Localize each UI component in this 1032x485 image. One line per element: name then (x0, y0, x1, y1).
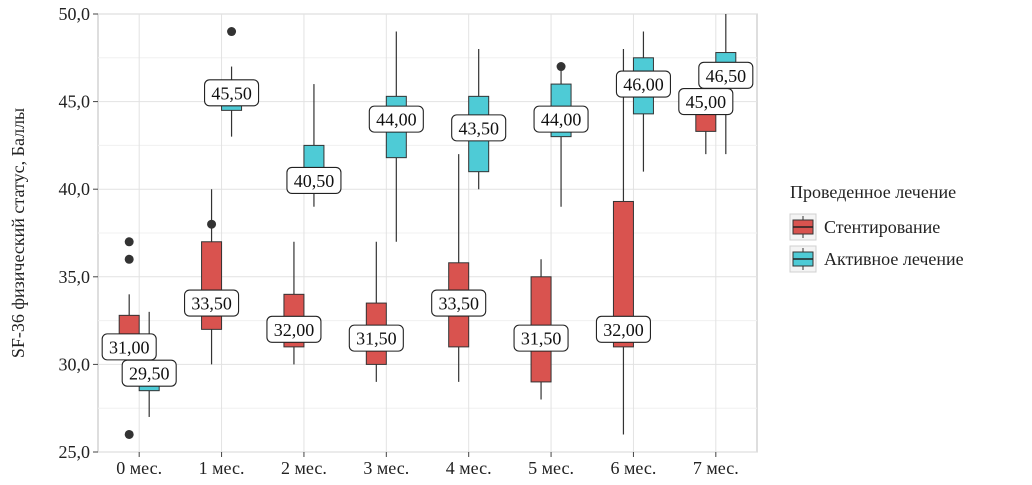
median-label: 31,00 (101, 333, 157, 361)
y-tick-label: 30,0 (59, 354, 91, 374)
median-label: 44,00 (368, 105, 424, 133)
outlier-point (124, 237, 134, 247)
legend-title: Проведенное лечение (790, 182, 956, 202)
median-label-box (286, 166, 342, 194)
median-label-text: 44,00 (541, 110, 582, 130)
median-label-text: 29,50 (129, 364, 170, 384)
median-label: 45,50 (204, 79, 260, 107)
median-label-text: 44,00 (376, 110, 417, 130)
x-tick-label: 3 мес. (363, 458, 409, 478)
median-label-box (431, 289, 487, 317)
legend-item-active: Активное лечение (789, 245, 964, 273)
y-tick-label: 35,0 (59, 267, 91, 287)
median-label: 33,50 (184, 289, 240, 317)
x-tick-label: 1 мес. (199, 458, 245, 478)
median-label: 43,50 (451, 114, 507, 142)
median-label-box (348, 324, 404, 352)
median-label-text: 33,50 (438, 294, 479, 314)
median-label: 31,50 (513, 324, 569, 352)
legend-label: Стентирование (824, 217, 940, 237)
x-tick-label: 0 мес. (116, 458, 162, 478)
median-label-text: 33,50 (191, 294, 232, 314)
median-label-box (533, 105, 589, 133)
median-label: 32,00 (266, 315, 322, 343)
median-label-text: 43,50 (458, 118, 499, 138)
median-label: 40,50 (286, 166, 342, 194)
median-label: 29,50 (121, 359, 177, 387)
y-axis-title: SF-36 физический статус, Баллы (8, 108, 28, 358)
outlier-point (124, 429, 134, 439)
outlier-point (124, 254, 134, 264)
median-label-box (204, 79, 260, 107)
median-label: 46,50 (698, 61, 754, 89)
y-tick-label: 40,0 (59, 179, 91, 199)
box-body (612, 200, 634, 348)
median-label-box (513, 324, 569, 352)
median-label-box (698, 61, 754, 89)
median-label-box (368, 105, 424, 133)
median-label-text: 40,50 (294, 171, 335, 191)
median-label: 33,50 (431, 289, 487, 317)
x-tick-label: 5 мес. (528, 458, 574, 478)
y-tick-label: 50,0 (59, 4, 91, 24)
median-label-box (121, 359, 177, 387)
x-tick-label: 6 мес. (611, 458, 657, 478)
median-label-text: 46,00 (623, 75, 664, 95)
legend-item-stent: Стентирование (789, 213, 940, 241)
outlier-point (227, 27, 237, 37)
x-tick-label: 2 мес. (281, 458, 327, 478)
median-label-text: 32,00 (603, 320, 644, 340)
median-label-text: 46,50 (706, 66, 747, 86)
median-label-box (266, 315, 322, 343)
box-stent-6 (612, 49, 634, 435)
median-label: 44,00 (533, 105, 589, 133)
median-label-text: 31,00 (109, 337, 150, 357)
y-tick-label: 45,0 (59, 92, 91, 112)
x-tick-label: 4 мес. (446, 458, 492, 478)
median-label-text: 45,50 (211, 83, 252, 103)
outlier-point (556, 62, 566, 72)
median-label: 32,00 (595, 315, 651, 343)
median-label: 46,00 (615, 70, 671, 98)
median-label-text: 32,00 (274, 320, 315, 340)
median-label-box (595, 315, 651, 343)
y-tick-label: 25,0 (59, 442, 91, 462)
median-label: 31,50 (348, 324, 404, 352)
legend-label: Активное лечение (824, 249, 964, 269)
outlier-point (207, 219, 217, 229)
median-label-box (615, 70, 671, 98)
median-label-text: 45,00 (686, 92, 727, 112)
x-tick-label: 7 мес. (693, 458, 739, 478)
median-label-box (451, 114, 507, 142)
median-label-box (184, 289, 240, 317)
median-label-text: 31,50 (521, 329, 562, 349)
median-label-text: 31,50 (356, 329, 397, 349)
median-label: 45,00 (678, 88, 734, 116)
